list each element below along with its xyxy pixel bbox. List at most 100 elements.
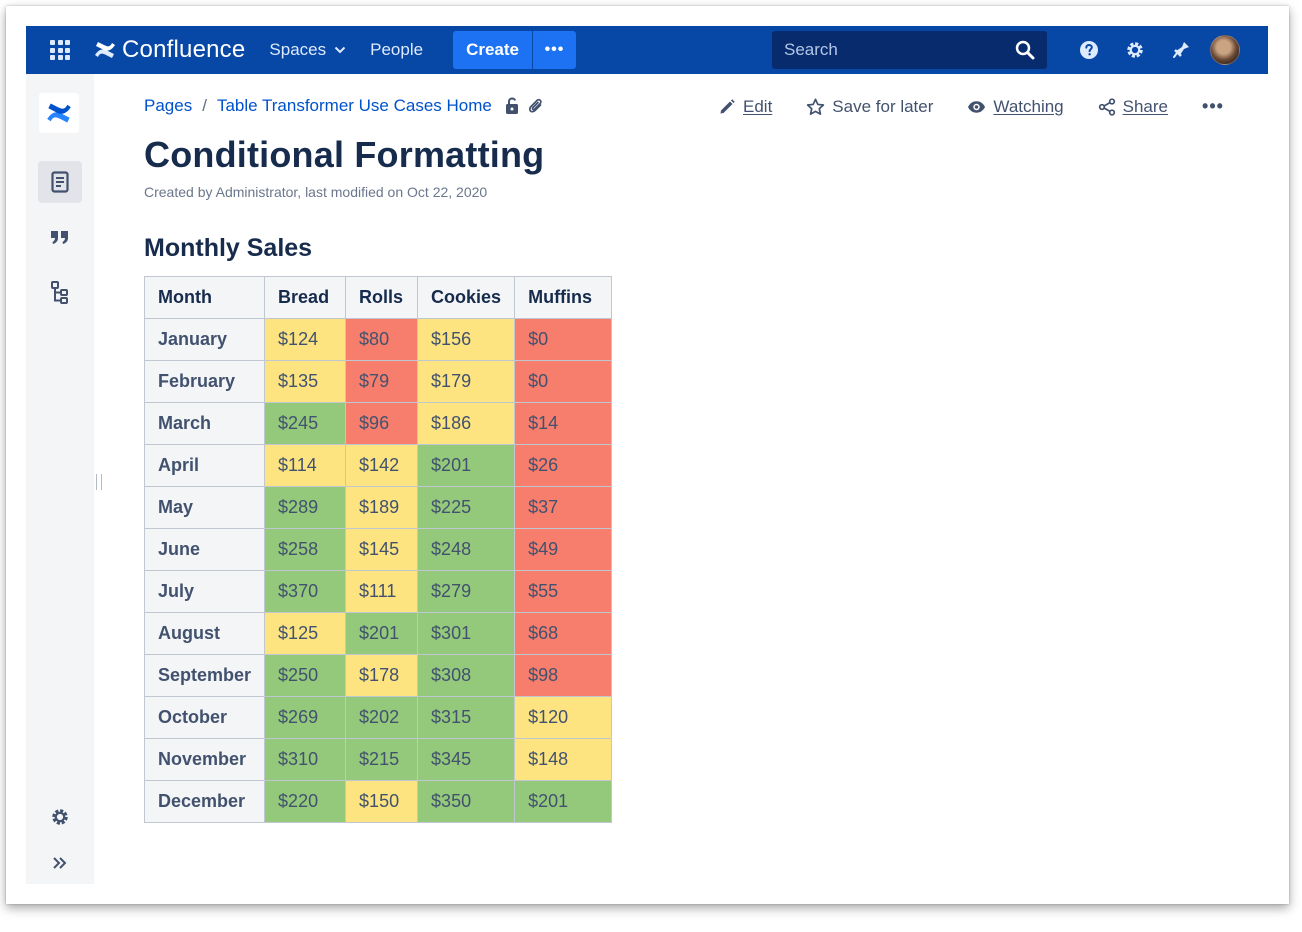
people-label: People [370,40,424,59]
month-cell: February [143,360,266,403]
table-row: January $124 $80 $156 $0 [143,318,613,361]
watching-button[interactable]: Watching [967,96,1064,117]
page-byline: Created by Administrator, last modified … [144,184,488,200]
create-button[interactable]: Create [453,31,532,69]
table-row: August $125 $201 $301 $68 [143,612,613,655]
search-icon[interactable] [1015,40,1035,60]
sales-value-cell: $55 [514,570,613,613]
table-row: December $220 $150 $350 $201 [143,780,613,823]
save-for-later-button[interactable]: Save for later [806,97,933,117]
share-button[interactable]: Share [1098,97,1168,117]
sales-value-cell: $150 [345,780,419,823]
table-row: July $370 $111 $279 $55 [143,570,613,613]
table-row: May $289 $189 $225 $37 [143,486,613,529]
save-for-later-label: Save for later [832,96,934,116]
sales-value-cell: $201 [345,612,419,655]
space-settings-icon[interactable] [38,796,82,838]
sales-value-cell: $250 [264,654,347,697]
sales-value-cell: $289 [264,486,347,529]
sales-value-cell: $120 [514,696,613,739]
sales-value-cell: $124 [264,318,347,361]
pages-icon[interactable] [38,161,82,203]
sales-value-cell: $315 [417,696,516,739]
breadcrumb: Pages / Table Transformer Use Cases Home [144,96,544,116]
table-head: Month Bread Rolls Cookies Muffins [143,276,613,319]
more-actions-button[interactable]: ••• [1202,96,1224,116]
sales-value-cell: $301 [417,612,516,655]
column-header-muffins[interactable]: Muffins [514,276,613,319]
sales-value-cell: $135 [264,360,347,403]
table-row: February $135 $79 $179 $0 [143,360,613,403]
confluence-app: Confluence Spaces People Create ••• [26,26,1268,884]
table-body: January $124 $80 $156 $0 February $135 $79 $179 $… [143,318,613,823]
settings-icon[interactable] [1112,40,1158,60]
month-cell: May [143,486,266,529]
spaces-menu[interactable]: Spaces [269,40,346,60]
sales-value-cell: $14 [514,402,613,445]
share-icon [1098,97,1115,116]
confluence-logo[interactable]: Confluence [94,36,245,64]
column-header-rolls[interactable]: Rolls [345,276,419,319]
help-icon[interactable] [1066,40,1112,60]
notifications-icon[interactable] [1158,40,1204,60]
sales-value-cell: $186 [417,402,516,445]
sales-value-cell: $248 [417,528,516,571]
table-row: March $245 $96 $186 $14 [143,402,613,445]
user-avatar[interactable] [1210,35,1240,65]
spaces-label: Spaces [269,40,327,59]
column-header-bread[interactable]: Bread [264,276,347,319]
create-more-button[interactable]: ••• [531,31,576,69]
blog-quote-icon[interactable] [38,216,82,258]
sales-value-cell: $202 [345,696,419,739]
sidebar-resize-handle[interactable] [96,474,102,490]
nav-icon-group [1066,26,1240,74]
breadcrumb-pages[interactable]: Pages [144,96,193,115]
page-tree-icon[interactable] [38,272,82,314]
restrictions-lock-icon[interactable] [504,97,520,115]
sales-value-cell: $225 [417,486,516,529]
breadcrumb-separator: / [202,96,207,115]
confluence-logo-icon [95,42,115,58]
sales-value-cell: $111 [345,570,419,613]
edit-label: Edit [743,96,773,116]
sales-value-cell: $79 [345,360,419,403]
sales-value-cell: $215 [345,738,419,781]
attachment-icon[interactable] [528,97,544,115]
month-cell: December [143,780,266,823]
sales-value-cell: $142 [345,444,419,487]
breadcrumb-home-page[interactable]: Table Transformer Use Cases Home [216,96,492,115]
sales-value-cell: $80 [345,318,419,361]
column-header-month[interactable]: Month [143,276,266,319]
app-switcher-icon[interactable] [48,38,72,62]
monthly-sales-table: Month Bread Rolls Cookies Muffins Januar… [143,276,613,823]
sales-value-cell: $201 [417,444,516,487]
sales-value-cell: $0 [514,318,613,361]
share-label: Share [1122,96,1169,116]
month-cell: July [143,570,266,613]
sales-value-cell: $96 [345,402,419,445]
sales-value-cell: $148 [514,738,613,781]
watching-label: Watching [993,96,1064,116]
table-row: November $310 $215 $345 $148 [143,738,613,781]
space-logo[interactable] [39,93,79,133]
sales-value-cell: $269 [264,696,347,739]
sales-value-cell: $178 [345,654,419,697]
star-icon [807,98,825,115]
table-row: October $269 $202 $315 $120 [143,696,613,739]
sales-value-cell: $156 [417,318,516,361]
search-input[interactable] [784,40,1004,60]
sales-value-cell: $26 [514,444,613,487]
table-header-row: Month Bread Rolls Cookies Muffins [143,276,613,319]
eye-icon [968,100,986,113]
column-header-cookies[interactable]: Cookies [417,276,516,319]
expand-sidebar-icon[interactable] [38,842,82,884]
sales-value-cell: $125 [264,612,347,655]
sales-value-cell: $68 [514,612,613,655]
edit-button[interactable]: Edit [718,97,772,117]
top-navigation: Confluence Spaces People Create ••• [26,26,1268,74]
sales-value-cell: $310 [264,738,347,781]
people-link[interactable]: People [370,40,423,60]
page-title: Conditional Formatting [144,134,545,175]
month-cell: August [143,612,266,655]
page-actions: Edit Save for later Watching Share [718,96,1224,117]
